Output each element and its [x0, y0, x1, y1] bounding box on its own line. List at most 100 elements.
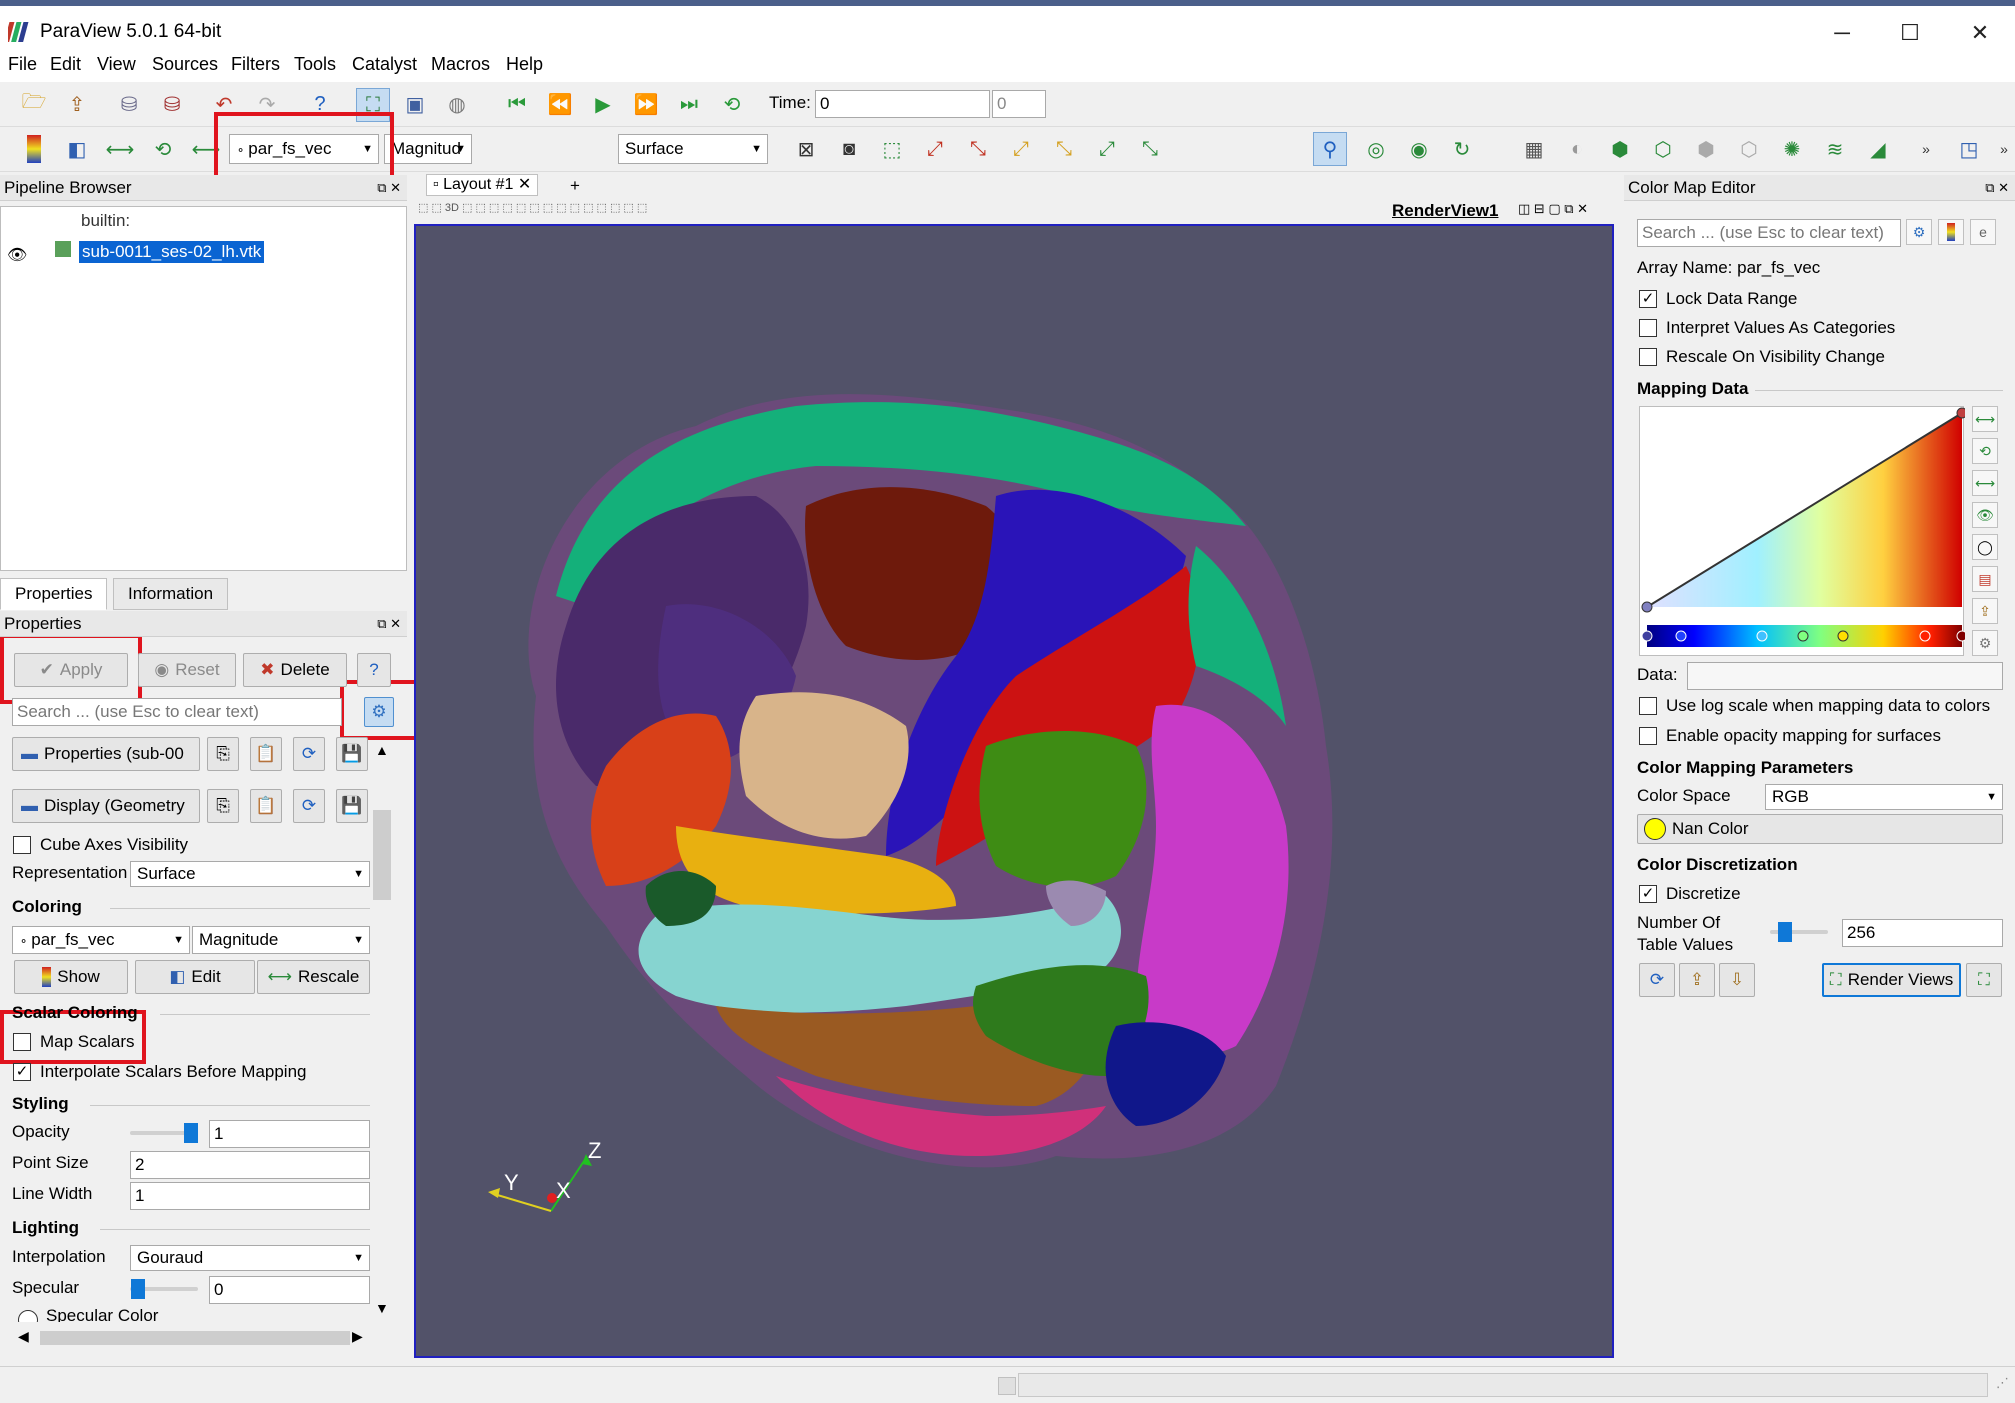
interpret-categories-checkbox[interactable] [1639, 319, 1657, 337]
redo-icon[interactable]: ↷ [258, 93, 276, 116]
zoom-to-data-icon[interactable]: ◙ [842, 137, 856, 160]
coloring-component-dropdown[interactable]: Magnitude ▼ [192, 926, 370, 954]
table-values-input[interactable]: 256 [1842, 919, 2003, 947]
menu-view[interactable]: View [97, 54, 136, 74]
scroll-thumb[interactable] [373, 810, 391, 900]
screenshot-icon[interactable]: ▣ [405, 93, 425, 116]
builtin-server[interactable]: builtin: [81, 211, 131, 230]
tab-information[interactable]: Information [113, 578, 229, 610]
eye-icon[interactable]: 👁 [7, 247, 28, 264]
scroll-right-icon[interactable]: ▶ [352, 1328, 363, 1344]
representation-dropdown[interactable]: Surface ▼ [130, 861, 370, 887]
specular-color-swatch[interactable] [18, 1310, 38, 1322]
open-state-icon[interactable]: ⇪ [68, 93, 86, 116]
pipeline-source-item[interactable]: sub-0011_ses-02_lh.vtk [79, 241, 265, 263]
specular-color-row[interactable]: Specular Color [12, 1308, 372, 1322]
stream-tracer-icon[interactable]: ≋ [1826, 138, 1844, 161]
properties-vertical-scrollbar[interactable]: ▲ ▼ [370, 740, 394, 1320]
dock-float-close-icon[interactable]: ⧉ ✕ [1985, 180, 2009, 195]
calculator-icon[interactable]: ▦ [1524, 138, 1544, 161]
specular-slider-thumb[interactable] [131, 1279, 145, 1299]
copy-icon[interactable]: ⎘ [207, 789, 239, 823]
nan-color-button[interactable]: Nan Color [1637, 814, 2003, 844]
representation-combo[interactable]: Surface ▼ [618, 134, 768, 164]
view-y-minus-icon[interactable]: ⤡ [1056, 137, 1072, 160]
menu-tools[interactable]: Tools [294, 54, 337, 74]
rescale-custom-icon[interactable]: ⟲ [154, 138, 172, 161]
menu-sources[interactable]: Sources [152, 54, 219, 74]
properties-help-button[interactable]: ? [357, 653, 391, 687]
dock-float-close-icon[interactable]: ⧉ ✕ [377, 180, 401, 195]
color-space-dropdown[interactable]: RGB ▼ [1765, 784, 2003, 810]
map-scalars-checkbox[interactable] [13, 1033, 31, 1051]
toolbar-overflow-icon[interactable]: » [2000, 141, 2008, 157]
clip-icon[interactable]: ⬢ [1611, 138, 1629, 161]
table-values-slider-thumb[interactable] [1778, 922, 1792, 942]
split-view-icon[interactable]: ◳ [1959, 138, 1979, 161]
color-array-combo[interactable]: ⚬ par_fs_vec ▼ [229, 134, 379, 164]
update-ranges-icon[interactable]: ⟳ [1639, 963, 1675, 997]
interpolate-scalars-checkbox[interactable]: ✓ [13, 1063, 31, 1081]
extract-subset-icon[interactable]: ⬡ [1740, 138, 1758, 161]
specular-slider[interactable] [130, 1287, 198, 1291]
delete-button[interactable]: ✖ Delete [243, 653, 347, 687]
contour-icon[interactable]: ◐ [1570, 137, 1584, 160]
first-frame-icon[interactable]: ⏮ [508, 92, 526, 115]
render-views-button[interactable]: ⛶ Render Views [1822, 963, 1961, 997]
camera-link-icon[interactable]: ⛶ [356, 88, 390, 122]
time-input[interactable]: 0 [815, 90, 990, 118]
restore-defaults-icon[interactable]: ⇩ [1719, 963, 1755, 997]
opacity-slider[interactable] [130, 1131, 198, 1135]
paste-icon[interactable]: 📋 [250, 789, 282, 823]
toolbar-overflow-icon[interactable]: » [1922, 141, 1930, 157]
data-value-input[interactable] [1687, 662, 2003, 690]
rescale-custom-icon[interactable]: ⟲ [1972, 438, 1998, 464]
auto-update-icon[interactable]: ⛶ [1966, 963, 2002, 997]
save-defaults-icon[interactable]: 💾 [336, 789, 368, 823]
lock-range-checkbox[interactable]: ✓ [1639, 290, 1657, 308]
reset-button[interactable]: ◉ Reset [138, 653, 236, 687]
discretize-checkbox[interactable]: ✓ [1639, 885, 1657, 903]
menu-help[interactable]: Help [506, 54, 544, 74]
disconnect-icon[interactable]: ⛁ [163, 93, 181, 116]
view-x-minus-icon[interactable]: ⤡ [970, 137, 986, 160]
interpolation-dropdown[interactable]: Gouraud ▼ [130, 1245, 370, 1271]
color-component-combo[interactable]: Magnitud ▼ [384, 134, 472, 164]
previous-frame-icon[interactable]: ⏪ [547, 93, 573, 116]
line-width-input[interactable]: 1 [130, 1182, 370, 1210]
edit-colormap-button[interactable]: ◧ Edit [135, 960, 255, 994]
glyph-icon[interactable]: ✺ [1783, 138, 1801, 161]
scroll-thumb[interactable] [40, 1331, 350, 1345]
display-group-toggle[interactable]: ▬ Display (Geometry [12, 789, 200, 823]
copy-icon[interactable]: ⎘ [207, 737, 239, 771]
rescale-temporal-icon[interactable]: ⟷ [1972, 470, 1998, 496]
apply-button[interactable]: ✔ Apply [14, 653, 128, 687]
invert-colormap-icon[interactable]: ◯ [1972, 534, 1998, 560]
colormap-settings-gear-icon[interactable]: ⚙ [1972, 630, 1998, 656]
help-icon[interactable]: ? [314, 92, 326, 115]
tab-properties[interactable]: Properties [0, 578, 108, 610]
table-values-slider[interactable] [1770, 930, 1828, 934]
maximize-button[interactable]: ☐ [1900, 20, 1920, 45]
rescale-range-icon[interactable]: ⟷ [105, 138, 135, 161]
advanced-gear-icon[interactable]: ⚙ [1906, 219, 1932, 245]
scroll-left-icon[interactable]: ◀ [18, 1328, 29, 1344]
rescale-visible-icon[interactable]: 👁 [1972, 502, 1998, 528]
dock-float-close-icon[interactable]: ⧉ ✕ [377, 616, 401, 631]
menu-file[interactable]: File [8, 54, 38, 74]
choose-preset-icon[interactable]: ▤ [1972, 566, 1998, 592]
view-x-plus-icon[interactable]: ⤢ [927, 137, 943, 160]
paste-icon[interactable]: 📋 [250, 737, 282, 771]
coloring-array-dropdown[interactable]: ⚬ par_fs_vec ▼ [12, 926, 190, 954]
rotate-icon[interactable]: ↻ [1453, 138, 1471, 161]
interaction-mode-icon[interactable]: ⚲ [1313, 132, 1347, 166]
animation-settings-icon[interactable]: ◍ [448, 93, 466, 116]
scroll-down-icon[interactable]: ▼ [375, 1300, 389, 1316]
rescale-visibility-checkbox[interactable] [1639, 348, 1657, 366]
minimize-button[interactable]: ─ [1834, 20, 1850, 45]
opacity-transfer-function-editor[interactable] [1639, 406, 1968, 656]
close-tab-icon[interactable]: ✕ [513, 176, 532, 193]
warp-icon[interactable]: ◢ [1870, 138, 1886, 161]
point-size-input[interactable]: 2 [130, 1151, 370, 1179]
brain-surface[interactable]: Z Y X [416, 226, 1614, 1358]
